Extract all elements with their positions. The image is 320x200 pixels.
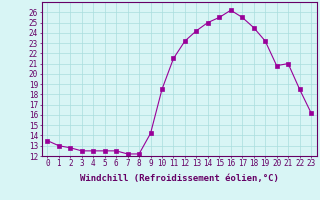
X-axis label: Windchill (Refroidissement éolien,°C): Windchill (Refroidissement éolien,°C) [80,174,279,183]
